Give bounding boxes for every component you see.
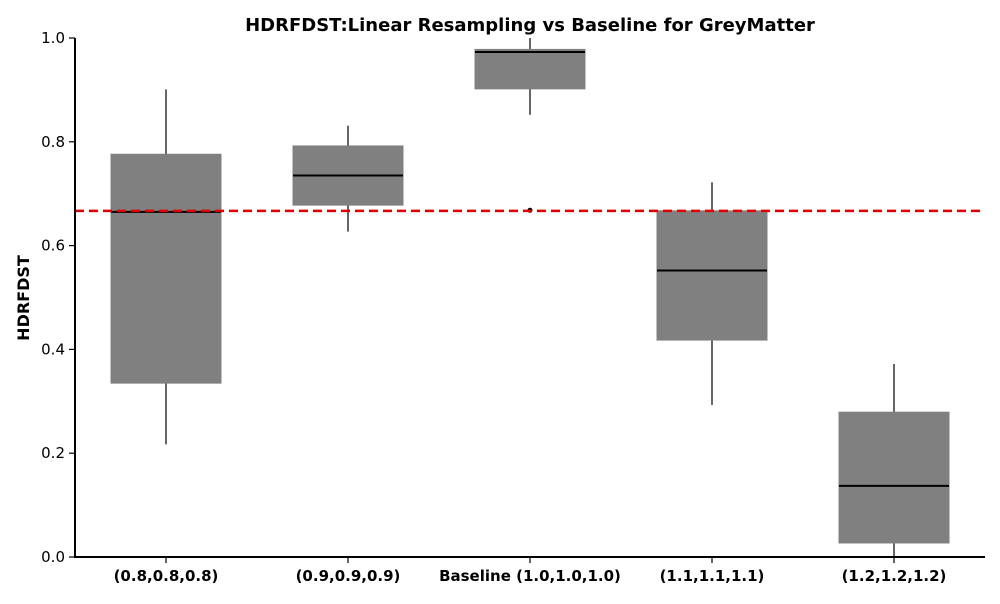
box bbox=[474, 48, 586, 90]
y-tick-label: 0.6 bbox=[41, 237, 65, 255]
box bbox=[838, 411, 950, 544]
x-tick-label: (0.9,0.9,0.9) bbox=[296, 567, 401, 585]
box bbox=[656, 210, 768, 341]
x-tick-label: (1.1,1.1,1.1) bbox=[660, 567, 765, 585]
box bbox=[110, 153, 222, 384]
y-tick-label: 0.0 bbox=[41, 548, 65, 566]
plot-area: 0.0 0.2 0.4 0.6 0.8 1.0 (0.8,0.8,0.8) (0.9,0.9,… bbox=[41, 29, 985, 585]
x-tick-label: (1.2,1.2,1.2) bbox=[842, 567, 947, 585]
y-tick-label: 0.4 bbox=[41, 340, 65, 358]
y-tick-label: 0.8 bbox=[41, 133, 65, 151]
y-axis-label: HDRFDST bbox=[14, 255, 33, 341]
y-tick-label: 0.2 bbox=[41, 444, 65, 462]
x-tick-label: (0.8,0.8,0.8) bbox=[114, 567, 219, 585]
chart-title: HDRFDST:Linear Resampling vs Baseline fo… bbox=[245, 15, 815, 36]
x-tick-label: Baseline (1.0,1.0,1.0) bbox=[439, 567, 621, 585]
y-tick-label: 1.0 bbox=[41, 29, 65, 47]
